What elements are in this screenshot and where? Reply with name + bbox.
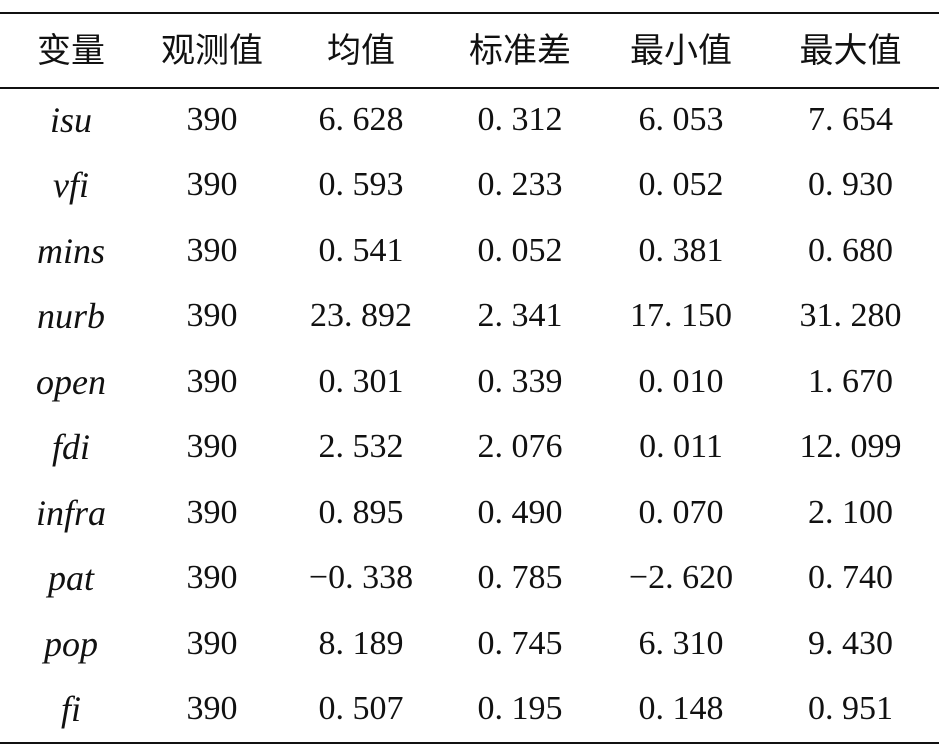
- table-row: pat 390 −0. 338 0. 785 −2. 620 0. 740: [0, 546, 939, 612]
- cell-observations: 390: [186, 362, 238, 400]
- table-row: open 390 0. 301 0. 339 0. 010 1. 670: [0, 349, 939, 415]
- header-row: 变量 观测值 均值 标准差 最小值 最大值: [0, 14, 939, 87]
- cell-observations: 390: [186, 100, 238, 138]
- cell-max: 31. 280: [799, 297, 902, 335]
- table-row: fi 390 0. 507 0. 195 0. 148 0. 951: [0, 677, 939, 743]
- cell-variable: fdi: [51, 427, 90, 468]
- cell-variable: fi: [60, 689, 81, 730]
- cell-observations: 390: [186, 231, 238, 269]
- bottom-rule: [0, 742, 939, 744]
- cell-max: 0. 951: [808, 690, 893, 728]
- header-observations: 观测值: [161, 30, 263, 71]
- cell-mean: 0. 301: [318, 362, 404, 400]
- cell-mean: −0. 338: [308, 559, 414, 597]
- cell-max: 9. 430: [808, 624, 893, 662]
- header-mean: 均值: [327, 30, 395, 71]
- cell-mean: 8. 189: [318, 624, 404, 662]
- cell-min: −2. 620: [628, 559, 734, 597]
- cell-observations: 390: [186, 297, 238, 335]
- cell-observations: 390: [186, 493, 238, 531]
- cell-std-dev: 0. 490: [477, 493, 563, 531]
- cell-observations: 390: [186, 624, 238, 662]
- table-row: nurb 390 23. 892 2. 341 17. 150 31. 280: [0, 284, 939, 350]
- cell-std-dev: 0. 745: [477, 624, 563, 662]
- cell-observations: 390: [186, 559, 238, 597]
- cell-mean: 0. 541: [318, 231, 404, 269]
- cell-variable: vfi: [53, 165, 89, 206]
- cell-std-dev: 2. 341: [477, 297, 563, 335]
- cell-max: 0. 680: [808, 231, 893, 269]
- cell-std-dev: 0. 312: [477, 100, 563, 138]
- table-row: vfi 390 0. 593 0. 233 0. 052 0. 930: [0, 153, 939, 219]
- cell-max: 1. 670: [808, 362, 893, 400]
- header-max: 最大值: [799, 30, 902, 71]
- header-min: 最小值: [630, 30, 732, 71]
- header-rule: [0, 87, 939, 89]
- cell-observations: 390: [186, 166, 238, 204]
- cell-min: 0. 148: [638, 690, 724, 728]
- cell-observations: 390: [186, 690, 238, 728]
- cell-mean: 2. 532: [318, 428, 404, 466]
- table-header: 变量 观测值 均值 标准差 最小值 最大值: [0, 14, 939, 87]
- cell-max: 2. 100: [808, 493, 893, 531]
- cell-max: 0. 930: [808, 166, 893, 204]
- cell-min: 6. 310: [638, 624, 724, 662]
- cell-std-dev: 0. 785: [477, 559, 563, 597]
- header-variable: 变量: [37, 30, 105, 71]
- table-row: isu 390 6. 628 0. 312 6. 053 7. 654: [0, 87, 939, 153]
- cell-variable: isu: [49, 99, 92, 140]
- descriptive-statistics-table: 变量 观测值 均值 标准差 最小值 最大值 isu 390 6. 628 0. …: [0, 14, 939, 742]
- cell-std-dev: 0. 195: [477, 690, 563, 728]
- cell-std-dev: 0. 233: [477, 166, 563, 204]
- cell-std-dev: 0. 339: [477, 362, 563, 400]
- cell-variable: infra: [35, 492, 106, 533]
- cell-mean: 0. 593: [318, 166, 404, 204]
- cell-mean: 0. 507: [318, 690, 404, 728]
- cell-variable: pop: [44, 623, 98, 664]
- cell-variable: nurb: [36, 296, 105, 337]
- cell-mean: 6. 628: [318, 100, 404, 138]
- cell-mean: 0. 895: [318, 493, 404, 531]
- cell-mean: 23. 892: [310, 297, 412, 335]
- header-std-dev: 标准差: [469, 30, 571, 71]
- table-row: pop 390 8. 189 0. 745 6. 310 9. 430: [0, 611, 939, 677]
- cell-min: 17. 150: [630, 297, 732, 335]
- cell-min: 0. 381: [638, 231, 724, 269]
- cell-min: 0. 070: [638, 493, 724, 531]
- cell-min: 0. 010: [638, 362, 724, 400]
- cell-max: 7. 654: [808, 100, 893, 138]
- cell-variable: pat: [47, 558, 94, 599]
- cell-min: 6. 053: [638, 100, 724, 138]
- cell-min: 0. 052: [638, 166, 724, 204]
- cell-std-dev: 0. 052: [477, 231, 563, 269]
- cell-variable: open: [36, 361, 106, 402]
- cell-max: 12. 099: [799, 428, 902, 466]
- cell-variable: mins: [36, 230, 105, 271]
- cell-max: 0. 740: [808, 559, 893, 597]
- cell-std-dev: 2. 076: [477, 428, 563, 466]
- table-row: mins 390 0. 541 0. 052 0. 381 0. 680: [0, 218, 939, 284]
- table-row: fdi 390 2. 532 2. 076 0. 011 12. 099: [0, 415, 939, 481]
- top-rule: [0, 12, 939, 14]
- table-body: isu 390 6. 628 0. 312 6. 053 7. 654 vfi …: [0, 87, 939, 742]
- cell-observations: 390: [186, 428, 238, 466]
- table-row: infra 390 0. 895 0. 490 0. 070 2. 100: [0, 480, 939, 546]
- cell-min: 0. 011: [639, 428, 723, 466]
